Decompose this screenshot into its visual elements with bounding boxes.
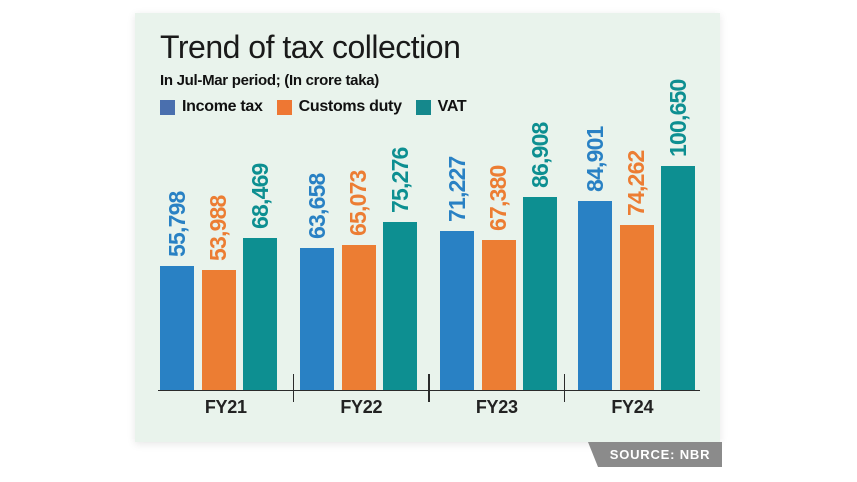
bar-value-label: 68,469 [246,163,273,229]
bar-value-label: 63,658 [303,173,330,239]
bar-value-label: 71,227 [443,156,470,222]
chart-subtitle: In Jul-Mar period; (In crore taka) [160,72,380,89]
bar-vat-fy21 [243,238,277,390]
bar-income-tax-fy24 [578,201,612,390]
chart-title: Trend of tax collection [160,29,461,65]
legend-item-vat: VAT [415,98,467,116]
bar-value-label: 65,073 [345,170,371,236]
x-axis-labels: FY21 FY22 FY23 FY24 [158,397,700,418]
x-axis-label-fy21: FY21 [204,397,247,417]
x-axis-label-fy23: FY23 [475,397,518,417]
legend-swatch-income-tax-icon [160,99,175,115]
bar-vat-fy22 [383,222,417,390]
x-axis-tick [428,374,430,402]
bar-value-label: 53,988 [205,195,231,261]
x-axis-label-fy22: FY22 [340,397,383,417]
bar-income-tax-fy21 [160,266,194,390]
source-badge: SOURCE: NBR [588,442,722,467]
legend-label-customs-duty: Customs duty [298,98,402,115]
bar-chart-plot-area: 55,798 53,988 68,469 63,658 65,073 75,276 71,2… [158,53,700,391]
bar-value-label: 67,380 [485,165,511,231]
bar-customs-duty-fy23 [481,240,516,390]
bar-customs-duty-fy21 [201,270,236,390]
source-badge-label: SOURCE: NBR [609,447,711,462]
bar-value-label: 86,908 [526,122,553,188]
bar-value-label: 75,276 [386,147,413,213]
bar-value-label: 55,798 [163,191,190,257]
bar-customs-duty-fy24 [619,225,654,390]
bar-value-label: 74,262 [623,150,649,216]
x-axis-tick [563,374,565,402]
bar-customs-duty-fy22 [341,245,376,390]
legend-swatch-vat-icon [415,99,431,115]
bar-value-label: 100,650 [664,79,691,157]
legend-swatch-customs-duty-icon [276,99,292,115]
bar-income-tax-fy23 [440,231,474,390]
legend-item-customs-duty: Customs duty [276,98,402,116]
legend: Income tax Customs duty VAT [160,98,467,116]
x-axis-label-fy24: FY24 [611,397,654,417]
bar-value-label: 84,901 [581,126,608,192]
bar-vat-fy23 [523,197,557,390]
x-axis-tick [292,374,294,402]
chart-panel: Trend of tax collection In Jul-Mar perio… [135,13,720,442]
legend-item-income-tax: Income tax [160,98,263,116]
bar-vat-fy24 [661,166,695,390]
legend-label-income-tax: Income tax [182,98,263,115]
bar-income-tax-fy22 [300,248,334,390]
legend-label-vat: VAT [437,98,467,115]
